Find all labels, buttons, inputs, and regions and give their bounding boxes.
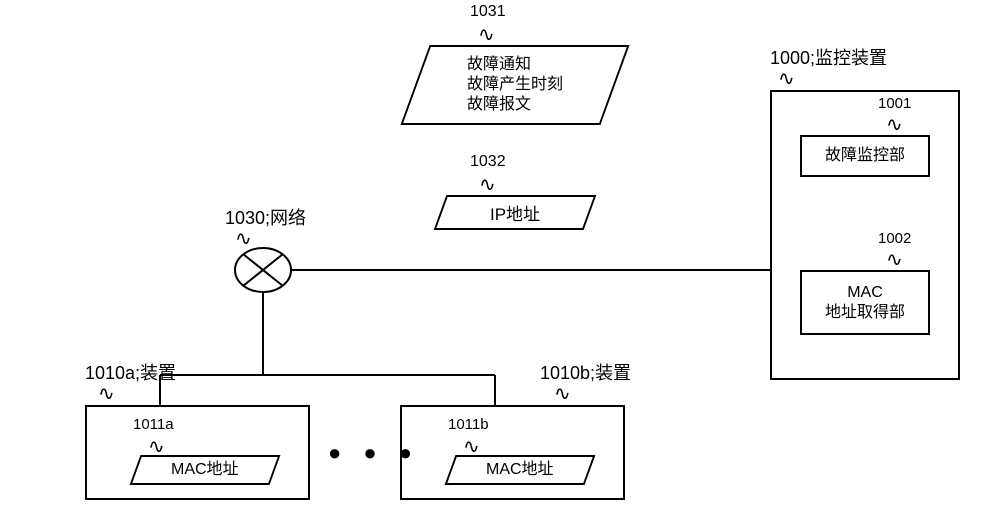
ip-addr-text: IP地址 bbox=[490, 200, 540, 225]
mac-part-line2: 地址取得部 bbox=[825, 303, 905, 323]
squiggle-1001: ∿ bbox=[886, 112, 903, 137]
mac-b-box: MAC地址 bbox=[445, 455, 596, 485]
fault-notify-line2: 故障产生时刻 bbox=[467, 75, 563, 95]
mac-a-text: MAC地址 bbox=[171, 460, 239, 480]
squiggle-1032: ∿ bbox=[479, 172, 496, 197]
squiggle-1011a: ∿ bbox=[148, 434, 165, 459]
fault-notify-line1: 故障通知 bbox=[467, 55, 563, 75]
mac-acq-part-box: MAC 地址取得部 bbox=[800, 270, 930, 335]
ref-network: 1030;网络 bbox=[225, 204, 306, 230]
ip-addr-box: IP地址 bbox=[434, 195, 597, 230]
squiggle-1031: ∿ bbox=[478, 22, 495, 47]
fault-notify-line3: 故障报文 bbox=[467, 95, 563, 115]
fault-monitor-part-box: 故障监控部 bbox=[800, 135, 930, 177]
squiggle-1011b: ∿ bbox=[463, 434, 480, 459]
ref-1031: 1031 bbox=[470, 2, 506, 22]
mac-part-line1: MAC bbox=[825, 283, 905, 303]
ellipsis-dots: ● ● ● bbox=[328, 440, 420, 466]
mac-a-box: MAC地址 bbox=[130, 455, 281, 485]
ref-1032: 1032 bbox=[470, 152, 506, 172]
ref-device-b: 1010b;装置 bbox=[540, 359, 631, 385]
fault-notify-box: 故障通知 故障产生时刻 故障报文 bbox=[400, 45, 629, 125]
mac-b-text: MAC地址 bbox=[486, 460, 554, 480]
device-a-box bbox=[85, 405, 310, 500]
ref-1011a: 1011a bbox=[133, 416, 174, 435]
ref-monitor: 1000;监控装置 bbox=[770, 44, 887, 70]
fault-monitor-part-text: 故障监控部 bbox=[825, 146, 905, 166]
squiggle-1002: ∿ bbox=[886, 247, 903, 272]
ref-1011b: 1011b bbox=[448, 416, 489, 435]
network-symbol bbox=[235, 248, 291, 292]
ref-device-a: 1010a;装置 bbox=[85, 359, 176, 385]
monitor-device-box bbox=[770, 90, 960, 380]
ref-1002: 1002 bbox=[878, 230, 911, 249]
ref-1001: 1001 bbox=[878, 95, 911, 114]
device-b-box bbox=[400, 405, 625, 500]
